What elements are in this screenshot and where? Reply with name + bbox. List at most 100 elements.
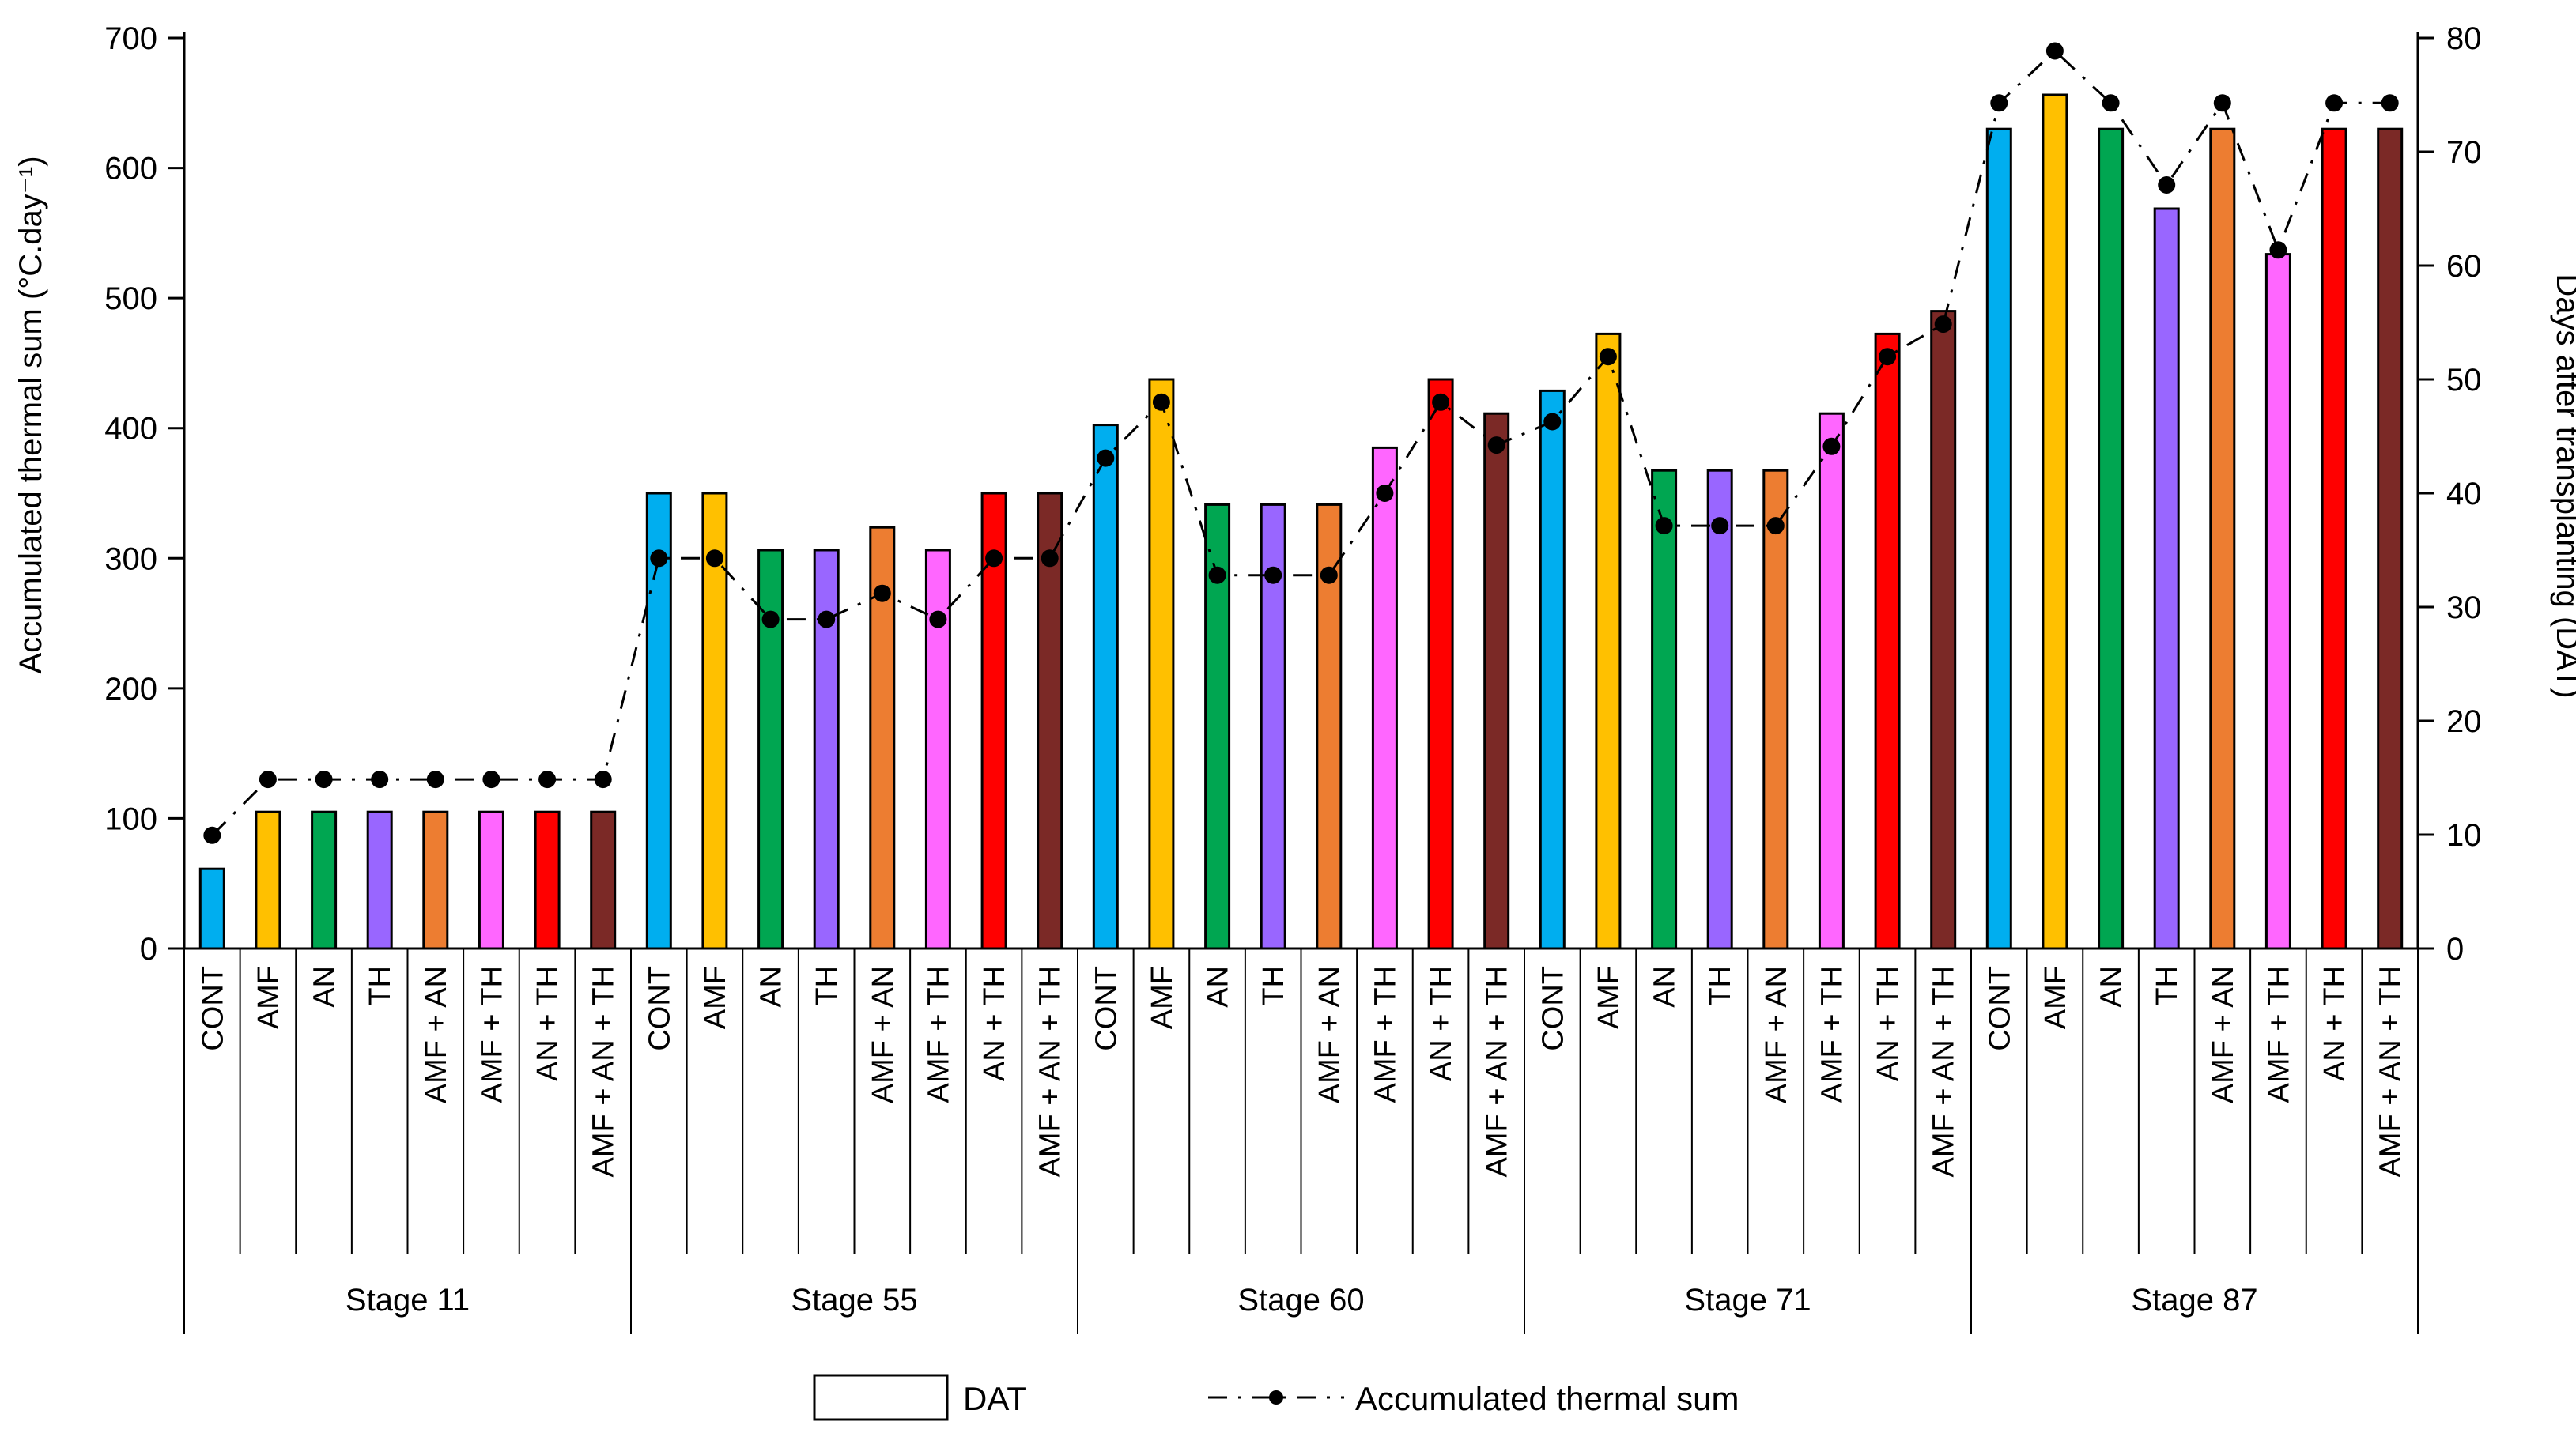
thermal-sum-point — [1376, 485, 1394, 502]
treatment-label: CONT — [643, 966, 676, 1051]
left-axis-title: Accumulated thermal sum (°C.day⁻¹) — [13, 156, 48, 673]
treatment-label: TH — [1257, 966, 1290, 1006]
treatment-label: AMF + AN + TH — [1928, 966, 1961, 1177]
right-axis-tick-label: 80 — [2446, 21, 2482, 56]
treatment-label: CONT — [1536, 966, 1569, 1051]
thermal-sum-point — [1320, 566, 1338, 584]
dat-bar-stage-11-an+th — [534, 810, 561, 950]
left-axis-tick-label: 500 — [104, 281, 157, 316]
thermal-sum-point — [1822, 437, 1841, 455]
left-axis-tick-label: 200 — [104, 672, 157, 707]
thermal-sum-point — [1487, 436, 1505, 454]
treatment-label: AMF — [699, 966, 732, 1029]
thermal-sum-point — [1152, 393, 1170, 411]
thermal-sum-point — [2381, 94, 2399, 112]
bars-layer — [198, 93, 2404, 950]
treatment-label: AMF + TH — [1369, 966, 1402, 1103]
left-axis-tick-label: 400 — [104, 412, 157, 447]
thermal-sum-point — [1879, 348, 1897, 366]
dat-bar-stage-60-amf+an+th — [1483, 412, 1510, 950]
thermal-sum-point — [482, 771, 500, 789]
treatment-label: TH — [364, 966, 397, 1006]
treatment-label: AMF — [252, 966, 285, 1029]
dat-bar-stage-71-an — [1651, 469, 1678, 950]
stage-label: Stage 11 — [346, 1283, 470, 1318]
treatment-label: AN + TH — [2318, 966, 2351, 1081]
dat-bar-stage-11-th — [366, 810, 393, 950]
thermal-sum-point — [538, 771, 557, 789]
dat-bar-stage-87-amf+an+th — [2377, 127, 2404, 950]
thermal-sum-point — [2325, 94, 2344, 112]
treatment-label: AMF + AN — [867, 966, 900, 1103]
thermal-sum-point — [761, 610, 780, 628]
thermal-sum-point — [259, 771, 277, 789]
thermal-sum-point — [1599, 348, 1617, 366]
right-axis-tick-label: 60 — [2446, 249, 2482, 284]
dat-bar-stage-71-th — [1706, 469, 1733, 950]
treatment-label: AMF + TH — [475, 966, 508, 1103]
dat-bar-stage-11-amf+an — [422, 810, 449, 950]
dat-bar-stage-60-amf+th — [1371, 446, 1398, 950]
dat-bar-stage-87-an — [2098, 127, 2125, 950]
stage-label: Stage 87 — [2131, 1283, 2257, 1318]
thermal-sum-point — [1097, 449, 1115, 467]
thermal-sum-point — [1990, 94, 2008, 112]
right-axis-tick-label: 0 — [2446, 932, 2464, 967]
legend-line-label: Accumulated thermal sum — [1355, 1380, 1739, 1417]
thermal-sum-point — [650, 549, 668, 568]
dat-bar-stage-60-cont — [1092, 424, 1119, 950]
legend-bar-swatch — [813, 1374, 949, 1421]
treatment-label: CONT — [1983, 966, 2016, 1051]
treatment-label: TH — [1704, 966, 1737, 1006]
treatment-label: AN — [755, 966, 788, 1008]
dat-bar-stage-71-amf+th — [1818, 412, 1845, 950]
dat-bar-stage-87-an+th — [2321, 127, 2347, 950]
legend-bar-label: DAT — [963, 1380, 1027, 1417]
stage-label: Stage 55 — [791, 1283, 917, 1318]
treatment-label: AMF + AN — [1760, 966, 1793, 1103]
thermal-sum-point — [1432, 393, 1450, 411]
treatment-label: AMF + TH — [922, 966, 955, 1103]
treatment-label: AMF — [1592, 966, 1626, 1029]
axes-layer: 0 100 200 300 400 500 600 700 0 10 20 30 40 50 60 70 80 — [104, 21, 2481, 967]
left-axis-tick-label: 300 — [104, 541, 157, 576]
treatment-label: AN — [308, 966, 342, 1008]
dat-bar-stage-71-amf+an+th — [1930, 310, 1957, 950]
left-axis-tick-label: 600 — [104, 152, 157, 187]
treatment-label: AN + TH — [978, 966, 1011, 1081]
left-axis-tick-label: 100 — [104, 801, 157, 836]
right-axis-tick-label: 10 — [2446, 818, 2482, 853]
treatment-label: AMF + AN + TH — [1481, 966, 1514, 1177]
treatment-label: AN — [2095, 966, 2128, 1008]
dat-bar-stage-11-amf — [255, 810, 281, 950]
dat-bar-stage-55-th — [813, 549, 840, 950]
thermal-sum-point — [818, 610, 836, 628]
thermal-sum-point — [1655, 517, 1673, 535]
thermal-sum-point — [371, 771, 389, 789]
dat-bar-stage-55-amf+th — [924, 549, 951, 950]
treatment-label: AMF + AN — [2207, 966, 2240, 1103]
axis-frame — [183, 32, 2419, 950]
treatment-label: AMF — [1146, 966, 1179, 1029]
legend-line-marker-dot — [1269, 1390, 1283, 1405]
dat-bar-stage-87-amf — [2042, 93, 2068, 950]
left-axis-tick-label: 0 — [140, 932, 157, 967]
thermal-sum-point — [1264, 566, 1282, 584]
dat-bar-stage-11-cont — [198, 867, 225, 950]
thermal-sum-point — [315, 771, 333, 789]
thermal-sum-point — [929, 610, 947, 628]
thermal-sum-point — [2045, 42, 2064, 60]
dat-bar-stage-60-amf — [1148, 378, 1175, 950]
thermal-sum-point — [1208, 566, 1226, 584]
dat-bar-stage-87-th — [2153, 207, 2180, 950]
treatment-label: AN + TH — [1872, 966, 1905, 1081]
dat-bar-stage-87-cont — [1985, 127, 2012, 950]
legend: DAT Accumulated thermal sum — [813, 1374, 1739, 1421]
stage-label: Stage 60 — [1237, 1283, 1364, 1318]
dat-bar-stage-87-amf+an — [2209, 127, 2236, 950]
treatment-label: CONT — [1090, 966, 1123, 1051]
right-axis-tick-label: 20 — [2446, 704, 2482, 739]
treatment-label: AMF + TH — [2262, 966, 2295, 1103]
dat-bar-stage-11-amf+an+th — [590, 810, 617, 950]
